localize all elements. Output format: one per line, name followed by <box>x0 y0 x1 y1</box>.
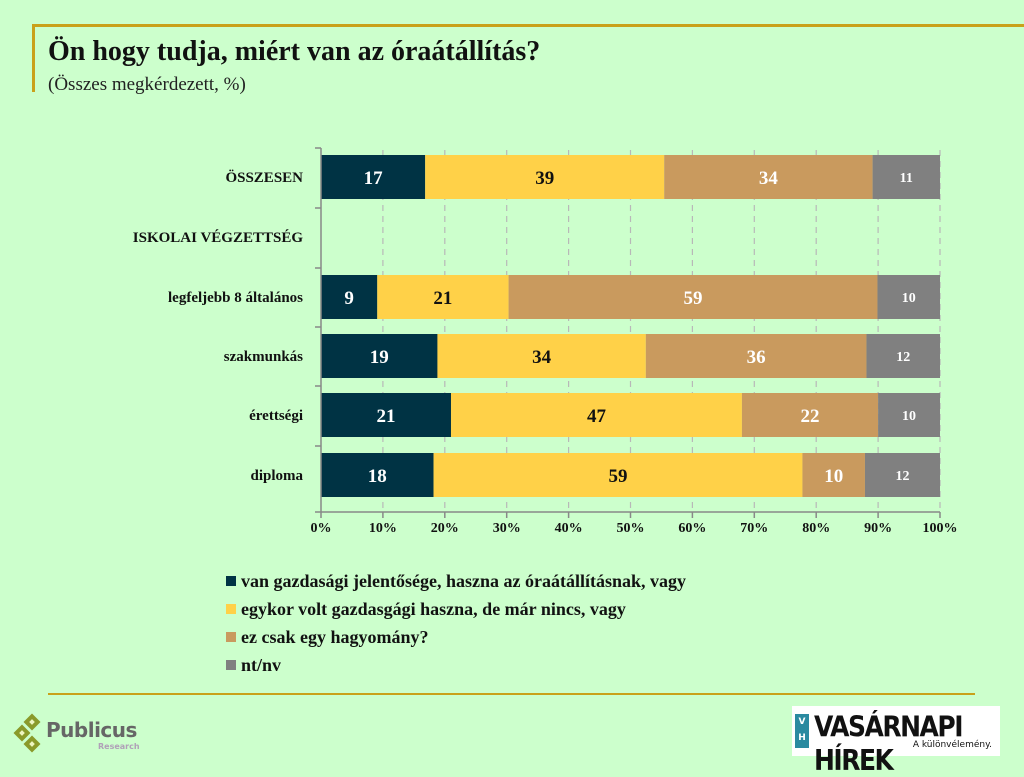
x-tick-label: 80% <box>802 521 830 536</box>
bar-segment <box>878 393 940 437</box>
data-label: 10 <box>902 291 916 306</box>
bar-segment <box>437 334 646 378</box>
vh-badge-bottom: H <box>798 733 806 743</box>
bar-segment <box>508 275 878 319</box>
x-tick-label: 70% <box>740 521 768 536</box>
legend-item: ez csak egy hagyomány? <box>226 623 686 651</box>
bottom-rule <box>48 693 975 695</box>
data-label: 36 <box>747 347 766 368</box>
chart-title: Ön hogy tudja, miért van az óraátállítás… <box>48 36 541 67</box>
side-rule <box>32 24 35 92</box>
x-tick-label: 100% <box>923 521 958 536</box>
category-label: ISKOLAI VÉGZETTSÉG <box>133 229 304 246</box>
x-tick-label: 0% <box>311 521 332 536</box>
x-tick-label: 40% <box>555 521 583 536</box>
data-label: 9 <box>344 288 354 309</box>
category-label: ÖSSZESEN <box>225 169 303 186</box>
data-label: 59 <box>684 288 703 309</box>
vh-tagline: A különvélemény. <box>912 740 992 750</box>
data-label: 21 <box>376 406 395 427</box>
data-label: 47 <box>587 406 607 427</box>
legend-item: nt/nv <box>226 651 686 679</box>
data-label: 39 <box>535 168 554 189</box>
data-label: 11 <box>900 171 913 186</box>
category-label: diploma <box>250 468 303 484</box>
bar-segment <box>425 155 665 199</box>
x-tick-label: 90% <box>864 521 892 536</box>
publicus-sub: Research <box>98 742 140 751</box>
logo-diamond-icon <box>23 735 41 753</box>
axes <box>315 147 941 518</box>
bar-segment <box>877 275 940 319</box>
chart-subtitle: (Összes megkérdezett, %) <box>48 74 246 95</box>
bar-segment <box>321 155 426 199</box>
legend-label: ez csak egy hagyomány? <box>241 626 429 647</box>
bar-segment <box>866 334 940 378</box>
legend-label: nt/nv <box>241 654 282 675</box>
bar-segment <box>377 275 509 319</box>
bar-segment <box>872 155 940 199</box>
publicus-logo: Publicus Research <box>12 712 152 758</box>
legend-label: van gazdasági jelentősége, haszna az óra… <box>241 570 686 591</box>
data-label: 12 <box>896 350 910 365</box>
legend-swatch <box>226 632 236 642</box>
legend-swatch <box>226 604 236 614</box>
grid-lines <box>382 150 941 512</box>
data-label: 59 <box>608 466 627 487</box>
data-label: 10 <box>824 466 843 487</box>
legend-swatch <box>226 660 236 670</box>
category-label: érettségi <box>249 408 303 424</box>
data-label: 17 <box>364 168 384 189</box>
bar-segment <box>321 334 438 378</box>
data-label: 22 <box>801 406 820 427</box>
x-tick-label: 50% <box>617 521 645 536</box>
data-label: 10 <box>902 409 916 424</box>
category-label: szakmunkás <box>224 349 303 365</box>
bar-segment <box>450 393 742 437</box>
vasarnapi-hirek-logo: V H VASÁRNAPI HÍREK A különvélemény. <box>792 706 1000 777</box>
legend-label: egykor volt gazdasgági haszna, de már ni… <box>241 598 626 619</box>
tick-labels: 0% 10% 20% 30% 40% 50% 60% 70% 80% 90% 100% <box>311 521 958 536</box>
data-label: 18 <box>368 466 387 487</box>
bar-segment <box>321 275 378 319</box>
category-labels: ÖSSZESEN ISKOLAI VÉGZETTSÉG legfeljebb 8 á… <box>133 169 304 484</box>
x-tick-label: 30% <box>493 521 521 536</box>
data-label: 34 <box>532 347 552 368</box>
data-label: 19 <box>370 347 389 368</box>
bar-segment <box>664 155 873 199</box>
x-tick-label: 60% <box>678 521 706 536</box>
vh-name: VASÁRNAPI HÍREK <box>814 710 964 777</box>
bars: 17 39 34 11 9 21 59 10 19 34 36 12 21 47 22 10 18 59 10 12 <box>321 155 940 497</box>
legend-swatch <box>226 576 236 586</box>
data-label: 34 <box>759 168 779 189</box>
bar-segment <box>802 453 865 497</box>
bar-segment <box>741 393 879 437</box>
bar-segment <box>321 453 434 497</box>
bar-segment <box>864 453 940 497</box>
legend: van gazdasági jelentősége, haszna az óra… <box>226 567 686 679</box>
legend-item: van gazdasági jelentősége, haszna az óra… <box>226 567 686 595</box>
x-tick-label: 20% <box>431 521 459 536</box>
category-label: legfeljebb 8 általános <box>168 290 303 306</box>
vh-badge-top: V <box>798 717 806 727</box>
bar-segment <box>645 334 867 378</box>
legend-item: egykor volt gazdasgági haszna, de már ni… <box>226 595 686 623</box>
data-label: 21 <box>433 288 452 309</box>
publicus-name: Publicus <box>46 718 137 742</box>
bar-segment <box>433 453 803 497</box>
vh-badge-icon: V H <box>795 714 809 748</box>
x-tick-label: 10% <box>369 521 397 536</box>
bar-segment <box>321 393 451 437</box>
top-rule <box>32 24 1024 27</box>
data-label: 12 <box>895 469 909 484</box>
